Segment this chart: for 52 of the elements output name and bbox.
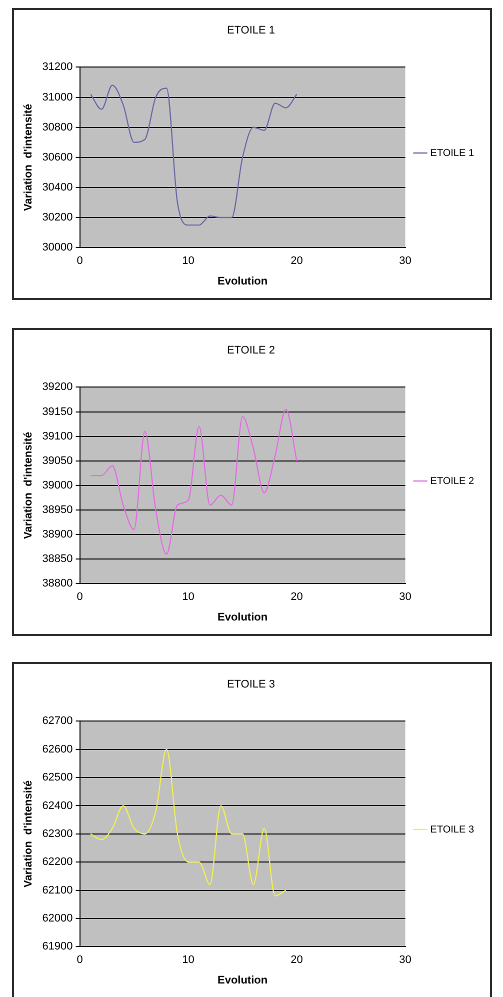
y-axis-title: Variation d'intensité <box>22 104 35 211</box>
x-tick-label: 20 <box>290 591 303 604</box>
legend-label: ETOILE 3 <box>430 824 474 836</box>
x-tick-label: 20 <box>290 255 303 268</box>
y-tick-label: 39050 <box>42 454 73 467</box>
y-tick-label: 62000 <box>42 912 73 924</box>
line-series <box>90 84 298 226</box>
y-tick-label: 39000 <box>42 479 73 492</box>
x-tick-label: 0 <box>76 255 83 268</box>
y-tick-label: 30600 <box>42 151 73 164</box>
x-tick-label: 0 <box>76 954 83 966</box>
x-tick-label: 0 <box>76 591 83 604</box>
y-tick-label: 61900 <box>42 940 73 953</box>
x-tick-label: 10 <box>182 591 194 604</box>
y-tick-label: 62200 <box>42 856 73 868</box>
y-tick-label: 62600 <box>42 743 73 756</box>
x-axis-title: Evolution <box>217 275 268 288</box>
y-tick-label: 39200 <box>42 381 73 394</box>
y-tick-label: 38900 <box>42 528 73 541</box>
y-tick-label: 62700 <box>42 715 73 728</box>
line-series <box>90 408 298 555</box>
y-axis-title: Variation d'intensité <box>22 432 35 539</box>
y-tick-label: 62100 <box>42 884 73 896</box>
y-tick-label: 39150 <box>42 406 73 418</box>
x-tick-label: 10 <box>182 255 194 268</box>
chart-title: ETOILE 2 <box>226 344 276 357</box>
x-tick-label: 30 <box>399 255 412 268</box>
y-tick-label: 62500 <box>42 772 73 784</box>
legend-label: ETOILE 1 <box>430 148 474 159</box>
x-tick-label: 10 <box>182 954 194 966</box>
chart-title: ETOILE 1 <box>226 24 276 37</box>
legend-label: ETOILE 2 <box>430 476 474 487</box>
y-tick-label: 38950 <box>42 504 73 516</box>
x-tick-label: 30 <box>399 591 412 604</box>
y-tick-label: 62400 <box>42 800 73 812</box>
line-series <box>90 748 287 896</box>
x-axis-title: Evolution <box>217 974 268 986</box>
x-axis-title: Evolution <box>217 611 268 624</box>
y-tick-label: 30400 <box>42 182 73 194</box>
x-tick-label: 30 <box>399 954 412 966</box>
y-tick-label: 30800 <box>42 121 73 134</box>
y-tick-label: 38850 <box>42 553 73 566</box>
y-tick-label: 30200 <box>42 212 73 224</box>
chart-title: ETOILE 3 <box>226 678 276 691</box>
y-tick-label: 38800 <box>42 578 73 590</box>
y-tick-label: 62300 <box>42 828 73 840</box>
x-tick-label: 20 <box>290 954 303 966</box>
y-tick-label: 30000 <box>42 242 73 254</box>
y-tick-label: 31200 <box>42 61 73 74</box>
y-axis-title: Variation d'intensité <box>22 780 35 888</box>
y-tick-label: 31000 <box>42 91 73 104</box>
y-tick-label: 39100 <box>42 430 73 442</box>
